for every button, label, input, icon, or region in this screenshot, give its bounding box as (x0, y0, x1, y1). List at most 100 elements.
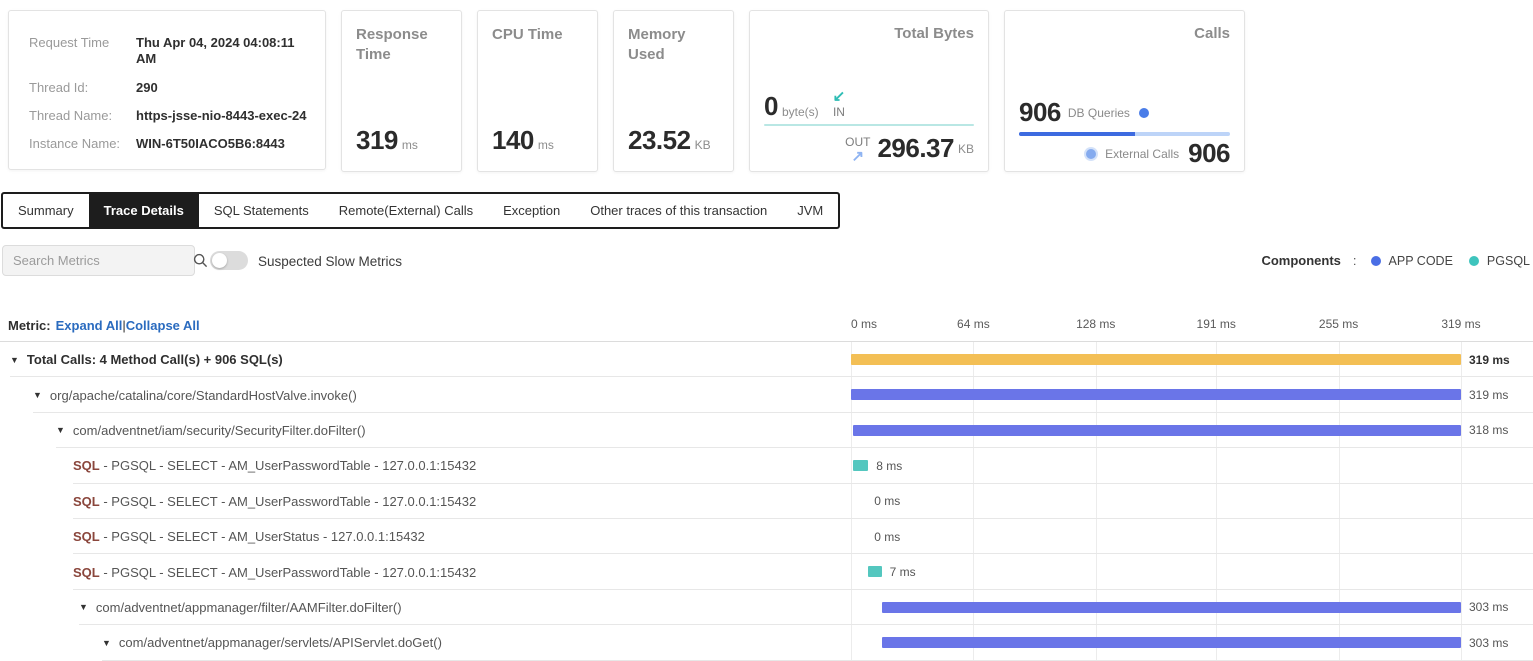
gridline (973, 342, 975, 660)
stat-card-unit: KB (694, 138, 711, 152)
trace-row: ▼ Total Calls: 4 Method Call(s) + 906 SQL… (0, 342, 1533, 378)
row-separator (73, 482, 1533, 484)
search-icon[interactable] (193, 253, 208, 268)
trace-row-label: SQL - PGSQL - SELECT - AM_UserPasswordTa… (73, 554, 476, 589)
trace-row-text: com/adventnet/appmanager/servlets/APISer… (118, 635, 442, 651)
trace-row-text: com/adventnet/iam/security/SecurityFilte… (72, 422, 366, 438)
time-axis-tick: 128 ms (1076, 317, 1116, 331)
duration-bar (851, 354, 1461, 365)
duration-bar (881, 637, 1461, 649)
time-axis-tick: 191 ms (1196, 317, 1236, 331)
row-separator (73, 517, 1533, 519)
duration-bar (852, 424, 1461, 436)
trace-row: ▼ org/apache/catalina/core/StandardHostVa… (0, 377, 1533, 413)
legend-dot-icon (1370, 255, 1381, 266)
collapse-arrow-icon[interactable]: ▼ (10, 354, 19, 365)
duration-bar (868, 566, 882, 578)
info-row-label: Instance Name: (29, 136, 121, 151)
trace-row-text: org/apache/catalina/core/StandardHostVal… (49, 387, 357, 403)
bytes-in-unit: byte(s) (781, 105, 819, 119)
collapse-all-link[interactable]: Collapse All (125, 318, 200, 333)
info-row-value: Thu Apr 04, 2024 04:08:11 AM (136, 35, 295, 67)
stat-card-value-row: 319 ms (356, 125, 418, 156)
tab-trace-details[interactable]: Trace Details (88, 194, 199, 227)
row-separator (79, 624, 1533, 626)
stat-card-memory-used: Memory Used 23.52 KB (613, 10, 734, 172)
info-row-value: 290 (136, 79, 158, 95)
suspected-slow-metrics-toggle[interactable] (210, 251, 248, 270)
duration-label: 0 ms (874, 494, 901, 509)
trace-row: SQL - PGSQL - SELECT - AM_UserPasswordTa… (0, 554, 1533, 590)
duration-label: 303 ms (1469, 635, 1509, 650)
collapse-arrow-icon[interactable]: ▼ (102, 637, 111, 648)
trace-row-text: Total Calls: 4 Method Call(s) + 906 SQL(… (26, 352, 283, 368)
time-axis: 0 ms 64 ms 128 ms 191 ms 255 ms 319 ms (0, 317, 1533, 334)
bytes-out-row: OUT ↗ 296.37 KB (845, 133, 974, 164)
tab-other-traces-of-this-transaction[interactable]: Other traces of this transaction (590, 203, 768, 218)
trace-gantt: ▼ Total Calls: 4 Method Call(s) + 906 SQL… (0, 341, 1533, 661)
tab-remote-external-calls[interactable]: Remote(External) Calls (338, 203, 474, 218)
stat-card-title: Response Time (356, 26, 428, 64)
legend-item-app-code: APP CODE (1370, 253, 1453, 268)
row-separator (33, 411, 1533, 413)
time-axis-tick: 319 ms (1441, 317, 1481, 331)
time-axis-tick: 255 ms (1318, 317, 1359, 331)
tab-exception[interactable]: Exception (503, 203, 561, 218)
trace-row: SQL - PGSQL - SELECT - AM_UserPasswordTa… (0, 484, 1533, 519)
db-queries-value: 906 (1019, 97, 1061, 127)
stat-card-value-row: 23.52 KB (628, 125, 711, 156)
bytes-out-value: 296.37 (877, 133, 954, 163)
stat-card-value-row: 140 ms (492, 125, 554, 156)
bytes-in-value: 0 (764, 91, 778, 121)
time-axis-tick: 0 ms (851, 317, 878, 331)
duration-label: 8 ms (876, 458, 903, 473)
legend-item-name: PGSQL (1486, 253, 1530, 268)
in-arrow-icon: ↙ (832, 88, 846, 105)
request-info-card: Request Time Thu Apr 04, 2024 04:08:11 AM… (8, 10, 326, 170)
legend-item-name: APP CODE (1388, 253, 1453, 268)
info-row-label: Thread Id: (29, 79, 89, 95)
external-calls-label: External Calls (1105, 146, 1180, 161)
trace-row-label: ▼ org/apache/catalina/core/StandardHostVa… (33, 377, 357, 412)
total-bytes-card: Total Bytes 0 byte(s) ↙ IN OUT ↗ 296.37 … (749, 10, 989, 172)
collapse-arrow-icon[interactable]: ▼ (56, 425, 65, 436)
trace-row-text: SQL - PGSQL - SELECT - AM_UserPasswordTa… (73, 493, 477, 509)
stat-card-title: CPU Time (492, 26, 563, 43)
stat-card-value: 140 (492, 125, 534, 155)
stat-card-title: Memory Used (628, 26, 686, 64)
info-row-label: Request Time (29, 35, 110, 50)
trace-row-text: SQL - PGSQL - SELECT - AM_UserStatus - 1… (73, 529, 425, 545)
trace-row-text: SQL - PGSQL - SELECT - AM_UserPasswordTa… (73, 564, 477, 580)
db-queries-label: DB Queries (1067, 105, 1130, 120)
trace-row-label: SQL - PGSQL - SELECT - AM_UserStatus - 1… (73, 519, 425, 554)
collapse-arrow-icon[interactable]: ▼ (79, 602, 88, 613)
gridline (1338, 342, 1340, 660)
duration-label: 7 ms (889, 565, 916, 580)
duration-label: 318 ms (1469, 423, 1509, 438)
trace-tabbar: Summary Trace Details SQL Statements Remote… (1, 192, 841, 229)
search-metrics-input[interactable] (3, 253, 193, 268)
trace-row-text: SQL - PGSQL - SELECT - AM_UserPasswordTa… (73, 458, 477, 474)
stat-card-unit: ms (537, 138, 554, 152)
stat-card-response-time: Response Time 319 ms (341, 10, 462, 172)
trace-row-label: ▼ com/adventnet/appmanager/filter/AAMFilt… (79, 590, 402, 625)
legend-dot-icon (1468, 255, 1479, 266)
trace-row: SQL - PGSQL - SELECT - AM_UserStatus - 1… (0, 519, 1533, 555)
tab-jvm[interactable]: JVM (797, 203, 824, 218)
collapse-arrow-icon[interactable]: ▼ (33, 390, 42, 401)
stat-card-value: 23.52 (628, 125, 691, 155)
tab-sql-statements[interactable]: SQL Statements (213, 203, 309, 218)
metric-label: Metric: (8, 318, 51, 333)
duration-label: 319 ms (1469, 352, 1510, 367)
info-row-label: Thread Name: (29, 107, 113, 123)
expand-all-link[interactable]: Expand All (55, 318, 123, 333)
total-bytes-divider (764, 124, 974, 126)
bytes-in-row: 0 byte(s) ↙ IN (764, 89, 845, 119)
db-queries-row: 906 DB Queries (1019, 97, 1149, 128)
components-legend: Components : APP CODE PGSQL (1261, 253, 1530, 268)
tab-summary[interactable]: Summary (18, 203, 74, 218)
external-calls-dot-icon (1086, 148, 1097, 159)
duration-bar (851, 389, 1461, 401)
request-info-grid: Request Time Thu Apr 04, 2024 04:08:11 AM… (29, 35, 311, 152)
toggle-knob (212, 253, 227, 268)
